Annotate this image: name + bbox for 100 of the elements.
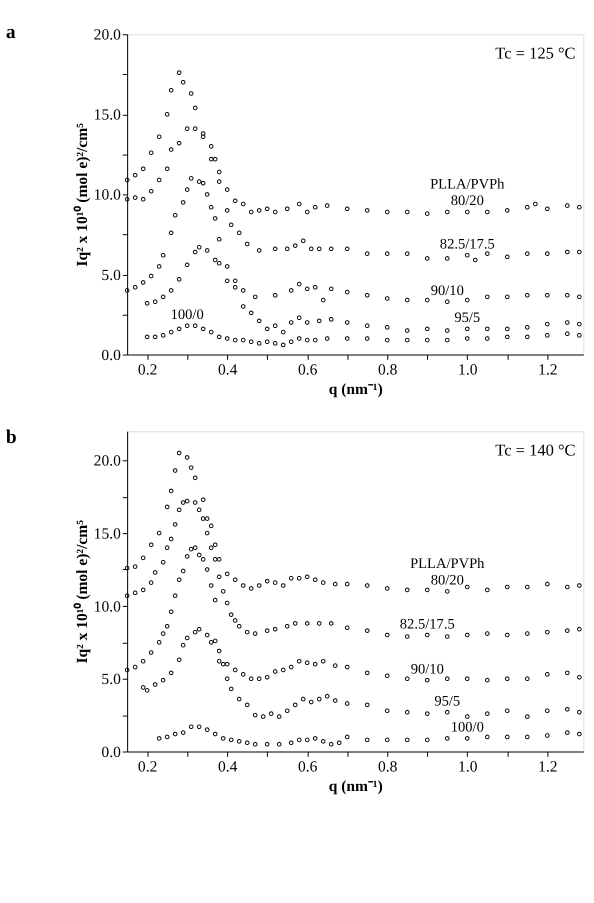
point <box>565 706 570 712</box>
point <box>164 624 170 629</box>
point <box>244 630 250 634</box>
point <box>565 584 570 590</box>
point <box>208 156 214 162</box>
point <box>240 672 246 677</box>
point <box>276 714 282 719</box>
point <box>424 256 430 261</box>
point <box>384 708 390 714</box>
point <box>216 648 222 654</box>
point <box>140 685 146 690</box>
point <box>132 195 138 200</box>
point <box>577 710 582 715</box>
point <box>284 708 290 714</box>
point <box>212 216 218 221</box>
point <box>152 570 158 575</box>
y-axis-title: Iq² x 10¹⁰ (mol e)²/cm⁵ <box>72 520 91 664</box>
point <box>332 698 338 703</box>
point <box>140 166 146 172</box>
point <box>248 210 254 214</box>
point <box>484 678 490 682</box>
point <box>525 292 530 298</box>
point <box>464 336 470 341</box>
point <box>256 583 262 588</box>
point <box>132 172 138 178</box>
point <box>248 310 254 316</box>
point <box>344 625 350 630</box>
point <box>208 583 214 588</box>
point <box>288 288 294 293</box>
point <box>565 730 570 735</box>
point <box>444 676 450 682</box>
point <box>464 210 470 214</box>
point <box>152 334 158 340</box>
point <box>328 621 334 626</box>
point <box>224 187 230 192</box>
point <box>236 230 242 236</box>
point <box>444 210 450 214</box>
point <box>192 500 198 505</box>
point <box>264 578 270 584</box>
point <box>248 339 254 344</box>
point <box>212 542 218 548</box>
y-tick-label: 5.0 <box>101 671 122 688</box>
point <box>364 251 370 256</box>
point <box>464 298 470 302</box>
point <box>304 738 310 742</box>
x-tick-label: 0.4 <box>218 758 238 776</box>
point <box>172 732 178 736</box>
point <box>272 323 278 328</box>
point <box>545 251 550 256</box>
point <box>184 323 190 328</box>
point <box>212 732 218 736</box>
point <box>424 738 430 742</box>
point <box>196 244 202 250</box>
point <box>264 326 270 332</box>
point <box>204 567 210 572</box>
point <box>484 294 490 300</box>
point <box>224 676 230 682</box>
point <box>296 658 302 664</box>
point <box>332 582 338 586</box>
point <box>188 546 194 552</box>
x-axis-title: q (nm⁻¹) <box>328 380 383 398</box>
point <box>404 298 410 302</box>
x-tick-label: 0.2 <box>138 758 158 776</box>
point <box>364 738 370 742</box>
point <box>220 589 226 594</box>
point <box>484 336 490 341</box>
point <box>148 542 154 548</box>
y-tick-label: 10.0 <box>94 186 122 204</box>
point <box>216 574 222 580</box>
point <box>176 326 182 332</box>
point <box>304 286 310 292</box>
point <box>188 176 194 181</box>
series-label: 82.5/17.5 <box>440 236 495 252</box>
point <box>124 593 130 598</box>
point <box>264 674 270 680</box>
point <box>168 330 174 334</box>
point <box>176 577 182 582</box>
point <box>404 328 410 333</box>
x-tick-label: 0.2 <box>138 361 158 378</box>
point <box>404 710 410 715</box>
point <box>384 210 390 214</box>
point <box>288 740 294 746</box>
point <box>320 580 326 585</box>
point <box>545 322 550 326</box>
series-label: 90/10 <box>430 282 464 299</box>
point <box>192 476 198 480</box>
point <box>316 318 322 324</box>
point <box>216 658 222 664</box>
point <box>124 178 130 182</box>
point <box>200 180 206 186</box>
point <box>144 688 150 693</box>
point <box>208 330 214 334</box>
point <box>232 284 238 290</box>
point <box>577 294 582 300</box>
point <box>240 304 246 309</box>
point <box>424 632 430 638</box>
point <box>464 252 470 258</box>
point <box>272 580 278 585</box>
point <box>272 292 278 298</box>
point <box>208 545 214 550</box>
